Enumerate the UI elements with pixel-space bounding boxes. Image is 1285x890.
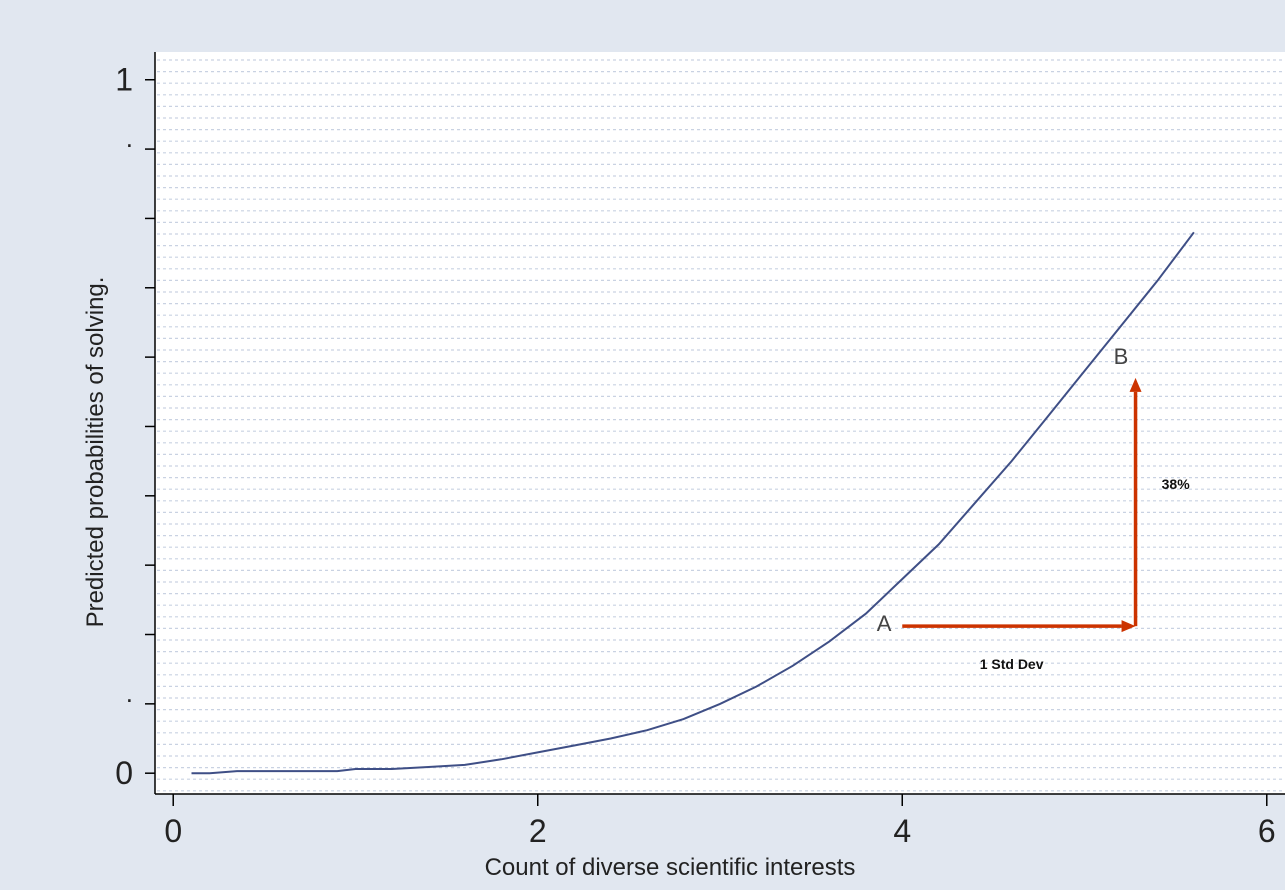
y-tick-label-10: 1 — [115, 62, 133, 98]
y-tick-label-9: . — [126, 123, 133, 153]
y-tick-label-1: . — [126, 678, 133, 708]
y-axis-label: Predicted probabilities of solving. — [82, 277, 109, 628]
annotation-1: B — [1114, 344, 1129, 369]
x-ticks: 0 2 4 6 — [164, 794, 1276, 849]
x-tick-label-3: 6 — [1258, 813, 1276, 849]
x-tick-label-0: 0 — [164, 813, 182, 849]
x-axis-label: Count of diverse scientific interests — [485, 854, 856, 881]
x-tick-label-2: 4 — [893, 813, 911, 849]
plot-area — [155, 52, 1285, 794]
arrow-head-0 — [1121, 620, 1136, 633]
arrow-head-1 — [1129, 377, 1142, 392]
annotation-3: 38% — [1162, 476, 1191, 492]
annotations: A B 1 Std Dev 38% — [877, 344, 1191, 672]
arrows — [902, 377, 1142, 633]
grid-lines — [157, 59, 1285, 792]
annotation-2: 1 Std Dev — [980, 656, 1044, 672]
x-tick-label-1: 2 — [529, 813, 547, 849]
y-ticks: 0.. 1 — [115, 62, 155, 791]
y-tick-label-0: 0 — [115, 755, 133, 791]
annotation-0: A — [877, 611, 892, 636]
series-line — [191, 231, 1195, 775]
